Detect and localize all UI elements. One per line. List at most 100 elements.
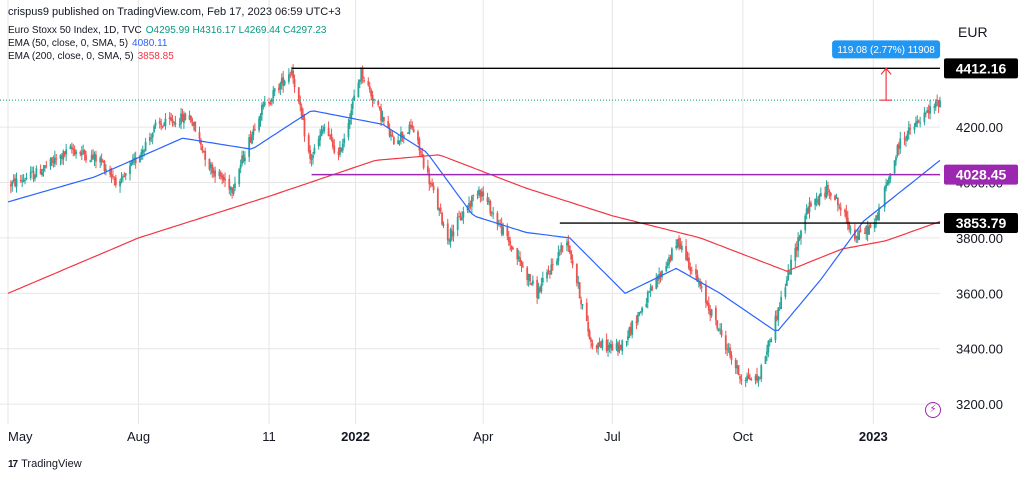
candle-down: [828, 190, 831, 193]
candle-up: [120, 177, 123, 181]
candle-down: [678, 238, 680, 245]
candle-up: [645, 303, 648, 308]
candle-down: [181, 113, 184, 122]
candle-down: [726, 349, 729, 351]
candle-up: [381, 116, 384, 122]
candle-down: [103, 160, 106, 171]
candle-up: [746, 376, 748, 381]
candle-up: [173, 121, 175, 123]
candle-up: [537, 287, 540, 299]
candle-down: [383, 116, 385, 122]
candle-down: [580, 299, 583, 305]
candle-up: [248, 137, 251, 157]
legend-ema50[interactable]: EMA (50, close, 0, SMA, 5) 4080.11: [8, 37, 327, 50]
candle-up: [466, 208, 469, 211]
candle-down: [134, 157, 137, 164]
candle-down: [834, 195, 836, 201]
candle-up: [478, 189, 480, 195]
candle-up: [556, 261, 558, 265]
candle-down: [937, 100, 940, 107]
ema50-line: [7, 110, 941, 332]
candle-up: [797, 237, 800, 251]
candle-down: [289, 73, 292, 75]
candle-up: [148, 137, 151, 141]
candle-up: [11, 181, 14, 186]
publisher-line: crispus9 published on TradingView.com, F…: [8, 6, 341, 18]
candle-down: [496, 213, 499, 225]
candle-up: [41, 171, 43, 176]
candle-down: [740, 379, 743, 381]
candle-up: [449, 229, 452, 242]
candle-up: [907, 127, 910, 134]
candle-up: [448, 240, 451, 242]
tradingview-footer[interactable]: 17 TradingView: [8, 458, 82, 470]
candle-down: [221, 175, 224, 179]
candle-up: [34, 176, 36, 179]
candle-down: [446, 223, 449, 241]
candle-down: [817, 199, 819, 204]
candle-up: [609, 344, 612, 349]
candle-down: [224, 178, 226, 181]
candle-down: [412, 129, 415, 133]
candle-up: [885, 184, 887, 189]
candle-down: [750, 379, 753, 381]
candle-up: [43, 165, 46, 169]
candle-up: [680, 245, 683, 251]
horizontal-lines[interactable]: [0, 67, 940, 224]
candle-up: [794, 247, 797, 261]
candle-up: [835, 197, 838, 199]
candle-down: [927, 110, 930, 113]
candle-up: [239, 164, 242, 169]
candle-down: [507, 236, 510, 242]
candle-down: [92, 155, 95, 158]
legend-ema200[interactable]: EMA (200, close, 0, SMA, 5) 3858.85: [8, 50, 327, 63]
candle-down: [729, 347, 731, 356]
candle-up: [35, 168, 38, 178]
candle-down: [19, 179, 22, 181]
lightning-icon[interactable]: ⚡: [925, 402, 941, 418]
candle-down: [51, 157, 53, 162]
candle-down: [45, 165, 48, 167]
candle-down: [401, 131, 404, 137]
level-label-box: [944, 58, 1018, 79]
candle-down: [426, 166, 429, 173]
candle-up: [618, 345, 621, 351]
y-tick-label: 3800.00: [956, 231, 1003, 246]
candle-up: [607, 344, 609, 351]
candle-down: [303, 118, 306, 137]
candle-down: [367, 81, 370, 86]
candle-up: [814, 198, 817, 206]
candle-up: [140, 152, 143, 157]
candle-down: [378, 106, 381, 109]
x-tick-label: Aug: [127, 429, 150, 444]
candle-up: [151, 132, 154, 138]
candle-up: [865, 226, 868, 234]
candle-up: [80, 152, 83, 156]
candle-up: [312, 154, 314, 159]
candle-up: [719, 328, 722, 330]
candle-down: [575, 263, 578, 283]
candle-up: [815, 199, 818, 201]
candle-down: [231, 187, 234, 193]
candle-down: [749, 378, 751, 380]
candle-down: [548, 273, 551, 275]
candle-down: [558, 252, 561, 254]
candle-down: [421, 153, 424, 157]
candle-down: [798, 236, 801, 240]
candle-down: [331, 139, 334, 147]
candle-down: [924, 112, 927, 114]
candle-up: [615, 343, 618, 350]
candle-up: [649, 287, 652, 291]
candle-down: [190, 116, 192, 123]
candle-up: [209, 164, 212, 168]
candle-down: [859, 230, 862, 232]
candle-up: [805, 208, 808, 215]
candle-down: [775, 316, 778, 319]
level-label-box: [944, 213, 1018, 234]
candle-up: [655, 277, 658, 289]
legend-symbol[interactable]: Euro Stoxx 50 Index, 1D, TVC O4295.99 H43…: [8, 24, 327, 37]
candle-down: [659, 273, 662, 277]
candle-up: [560, 245, 563, 252]
